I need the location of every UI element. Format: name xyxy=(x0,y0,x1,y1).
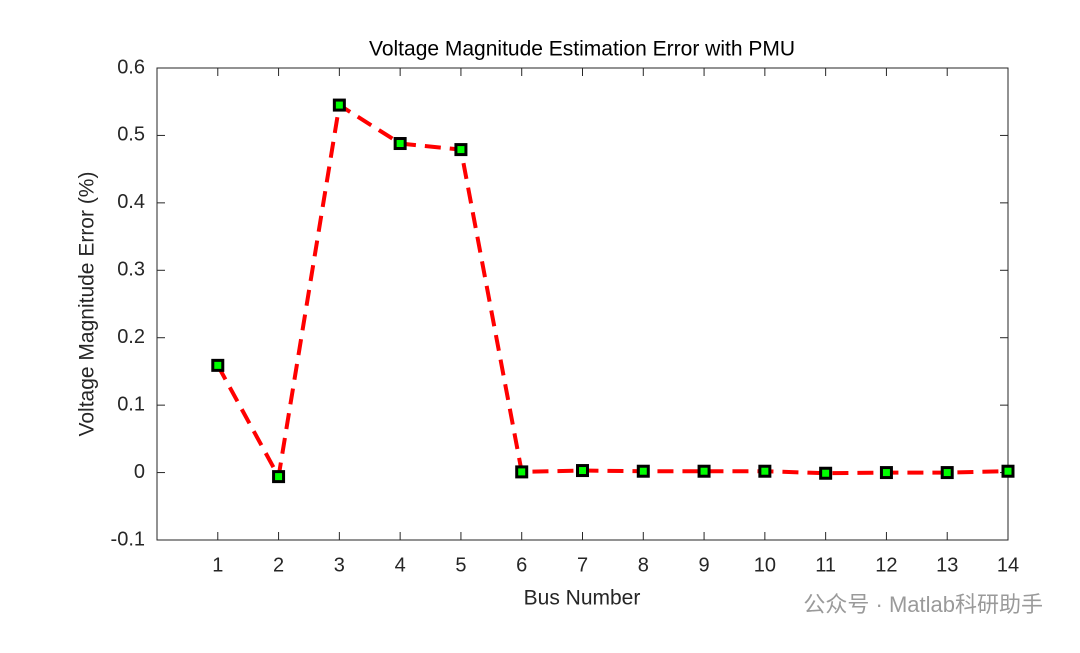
x-tick-label: 3 xyxy=(334,554,345,576)
y-tick-label: -0.1 xyxy=(111,528,145,550)
y-tick-label: 0 xyxy=(134,461,145,483)
data-marker xyxy=(758,464,772,478)
y-tick-label: 0.2 xyxy=(117,326,145,348)
y-tick-label: 0.5 xyxy=(117,124,145,146)
data-marker xyxy=(211,358,225,372)
x-tick-label: 11 xyxy=(815,554,836,576)
x-tick-label: 4 xyxy=(395,554,406,576)
data-marker xyxy=(636,464,650,478)
x-tick-label: 14 xyxy=(997,554,1019,576)
data-marker xyxy=(1001,464,1015,478)
watermark: 公众号 · Matlab科研助手 xyxy=(803,592,1043,617)
data-marker xyxy=(697,464,711,478)
x-tick-label: 8 xyxy=(638,554,649,576)
x-axis-label: Bus Number xyxy=(524,587,641,610)
y-tick-label: 0.3 xyxy=(117,259,145,281)
x-tick-label: 1 xyxy=(212,554,223,576)
x-tick-label: 2 xyxy=(273,554,284,576)
data-line xyxy=(216,101,1009,483)
data-marker xyxy=(272,470,286,484)
x-tick-label: 10 xyxy=(754,554,776,576)
x-tick-label: 6 xyxy=(516,554,527,576)
y-tick-label: 0.4 xyxy=(117,191,145,213)
y-axis-label: Voltage Magnitude Error (%) xyxy=(76,172,99,437)
data-marker xyxy=(454,143,468,157)
x-tick-label: 12 xyxy=(875,554,897,576)
data-marker xyxy=(879,466,893,480)
data-marker xyxy=(393,137,407,151)
data-marker xyxy=(576,464,589,478)
x-tick-label: 9 xyxy=(699,554,710,576)
data-marker xyxy=(940,466,954,480)
y-tick-label: 0.6 xyxy=(117,56,145,78)
x-tick-label: 13 xyxy=(936,554,958,576)
data-marker xyxy=(819,466,833,480)
x-tick-label: 7 xyxy=(577,554,588,576)
plot-box xyxy=(156,67,1009,541)
data-marker xyxy=(515,465,529,479)
y-tick-label: 0.1 xyxy=(117,393,145,415)
chart-title: Voltage Magnitude Estimation Error with … xyxy=(369,38,795,61)
data-marker xyxy=(332,98,346,112)
x-tick-label: 5 xyxy=(455,554,466,576)
